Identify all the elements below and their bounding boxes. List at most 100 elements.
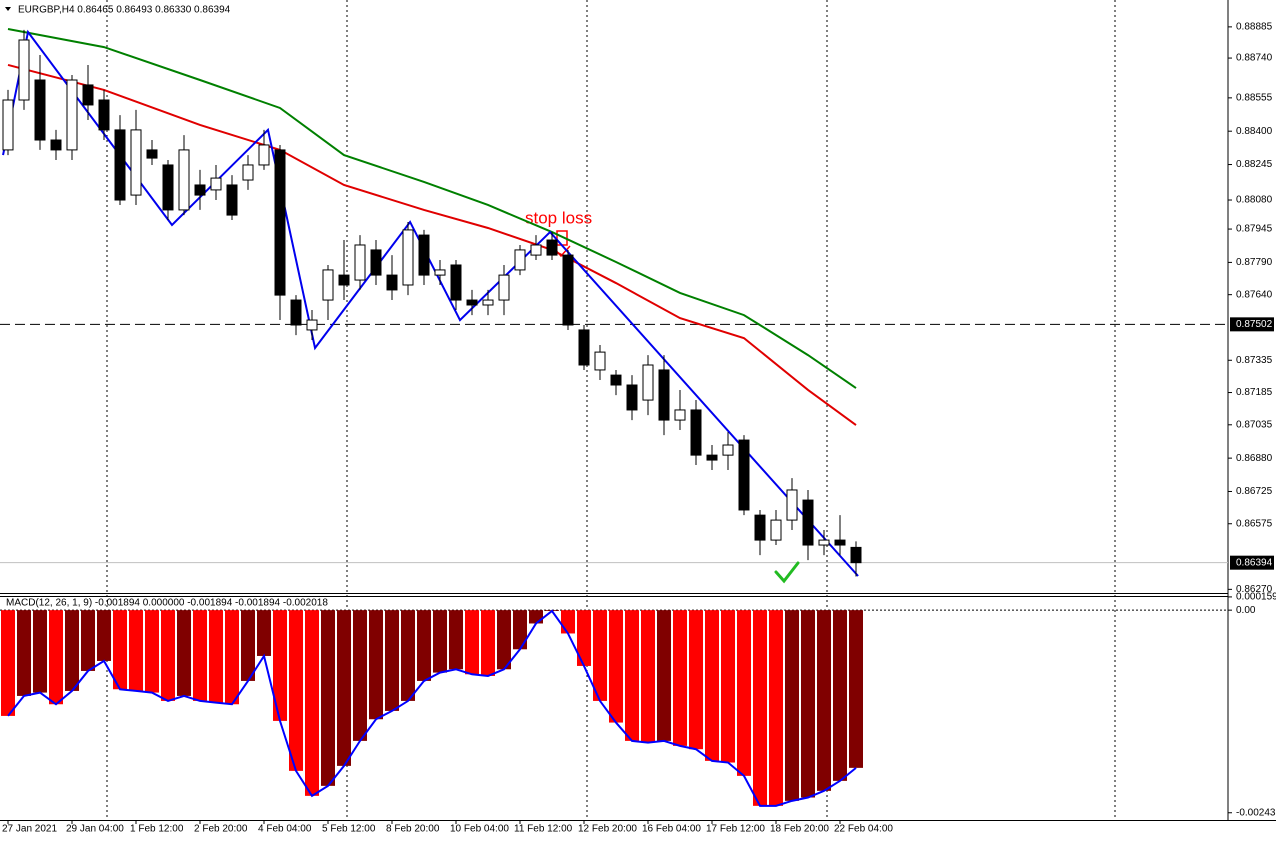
macd-bar (817, 610, 831, 791)
macd-bar (801, 610, 815, 798)
x-tick-label: 10 Feb 04:00 (450, 824, 509, 835)
candle-body (258, 144, 270, 166)
candle-body (2, 99, 14, 151)
candle-body (162, 164, 174, 211)
candle-body (50, 139, 62, 151)
macd-bar (705, 610, 719, 761)
y-tick-label: 0.88885 (1236, 22, 1273, 33)
macd-bar (417, 610, 431, 681)
x-tick-label: 18 Feb 20:00 (770, 824, 829, 835)
candle-body (66, 79, 78, 151)
macd-bar (321, 610, 335, 786)
candle-body (386, 274, 398, 291)
y-tick-label: 0.88740 (1236, 53, 1273, 64)
macd-bar (849, 610, 863, 768)
candle-body (194, 184, 206, 196)
x-tick-label: 5 Feb 12:00 (322, 824, 376, 835)
candle-body (578, 329, 590, 366)
macd-bar (561, 610, 575, 634)
macd-bar (737, 610, 751, 776)
macd-bar (257, 610, 271, 656)
candle-body (418, 234, 430, 276)
macd-bar (641, 610, 655, 743)
x-tick-label: 16 Feb 04:00 (642, 824, 701, 835)
y-tick-label: 0.86270 (1236, 584, 1273, 595)
candle-body (690, 409, 702, 456)
candle-body (226, 184, 238, 216)
macd-bar (49, 610, 63, 705)
signal-line (7, 609, 857, 807)
macd-bar (625, 610, 639, 741)
x-tick-label: 29 Jan 04:00 (66, 824, 124, 835)
macd-bar (193, 610, 207, 701)
candle-body (82, 84, 94, 106)
candle-body (450, 264, 462, 301)
candle-body (34, 79, 46, 141)
macd-bar (145, 610, 159, 693)
macd-bar (337, 610, 351, 766)
y-tick-label: 0.87335 (1236, 355, 1273, 366)
candle-body (642, 364, 654, 401)
candle-body (754, 514, 766, 541)
candle-body (402, 229, 414, 286)
macd-bar (273, 610, 287, 721)
y-tick-label: 0.86725 (1236, 486, 1273, 497)
macd-bar (305, 610, 319, 796)
y-tick-label: 0.88555 (1236, 92, 1273, 103)
y-tick-label: 0.87945 (1236, 224, 1273, 235)
macd-bar (785, 610, 799, 801)
candle-body (434, 269, 446, 276)
x-tick-label: 4 Feb 04:00 (258, 824, 312, 835)
candle-body (514, 249, 526, 271)
y-tick-label: 0.88400 (1236, 126, 1273, 137)
candle-body (770, 519, 782, 541)
macd-bar (385, 610, 399, 711)
macd-bar (33, 610, 47, 693)
macd-bar (593, 610, 607, 701)
y-tick-label: 0.87035 (1236, 419, 1273, 430)
candle-body (242, 164, 254, 181)
y-tick-label: -0.002433 (1236, 807, 1276, 818)
macd-bar (513, 610, 527, 650)
x-tick-label: 17 Feb 12:00 (706, 824, 765, 835)
macd-bar (689, 610, 703, 750)
macd-bar (161, 610, 175, 701)
candle-body (530, 244, 542, 256)
level-label-box (1230, 317, 1274, 332)
candle-body (210, 177, 222, 191)
x-tick-label: 11 Feb 12:00 (514, 824, 573, 835)
macd-bar (17, 610, 31, 696)
y-tick-label: 0.000159 (1236, 592, 1276, 603)
macd-bar (449, 610, 463, 670)
y-tick-label: 0.86575 (1236, 518, 1273, 529)
y-tick-label: 0.87790 (1236, 257, 1273, 268)
x-tick-label: 12 Feb 20:00 (578, 824, 637, 835)
candle-body (626, 384, 638, 411)
y-tick-label: 0.87185 (1236, 387, 1273, 398)
macd-bar (289, 610, 303, 771)
macd-bar (65, 610, 79, 691)
candle-body (498, 274, 510, 301)
macd-bar (753, 610, 767, 806)
x-tick-label: 27 Jan 2021 (2, 824, 57, 835)
macd-bar (577, 610, 591, 666)
macd-bar (481, 610, 495, 676)
macd-bar (225, 610, 239, 705)
candle-body (338, 274, 350, 286)
candle-body (706, 454, 718, 461)
macd-bar (129, 610, 143, 691)
candle-body (178, 149, 190, 211)
candle-body (306, 319, 318, 331)
x-tick-label: 8 Feb 20:00 (386, 824, 440, 835)
symbol-menu-icon[interactable] (5, 7, 11, 11)
candle-body (274, 149, 286, 296)
macd-bar (97, 610, 111, 661)
plot: 0.88885 0.88740 0.88555 0.88400 0.88245 0.880… (0, 22, 1276, 835)
macd-bar (497, 610, 511, 670)
macd-bar (465, 610, 479, 675)
y-tick-label: 0.86880 (1236, 453, 1273, 464)
y-tick-label: 0.88080 (1236, 195, 1273, 206)
candle-body (802, 499, 814, 546)
macd-bar (433, 610, 447, 673)
